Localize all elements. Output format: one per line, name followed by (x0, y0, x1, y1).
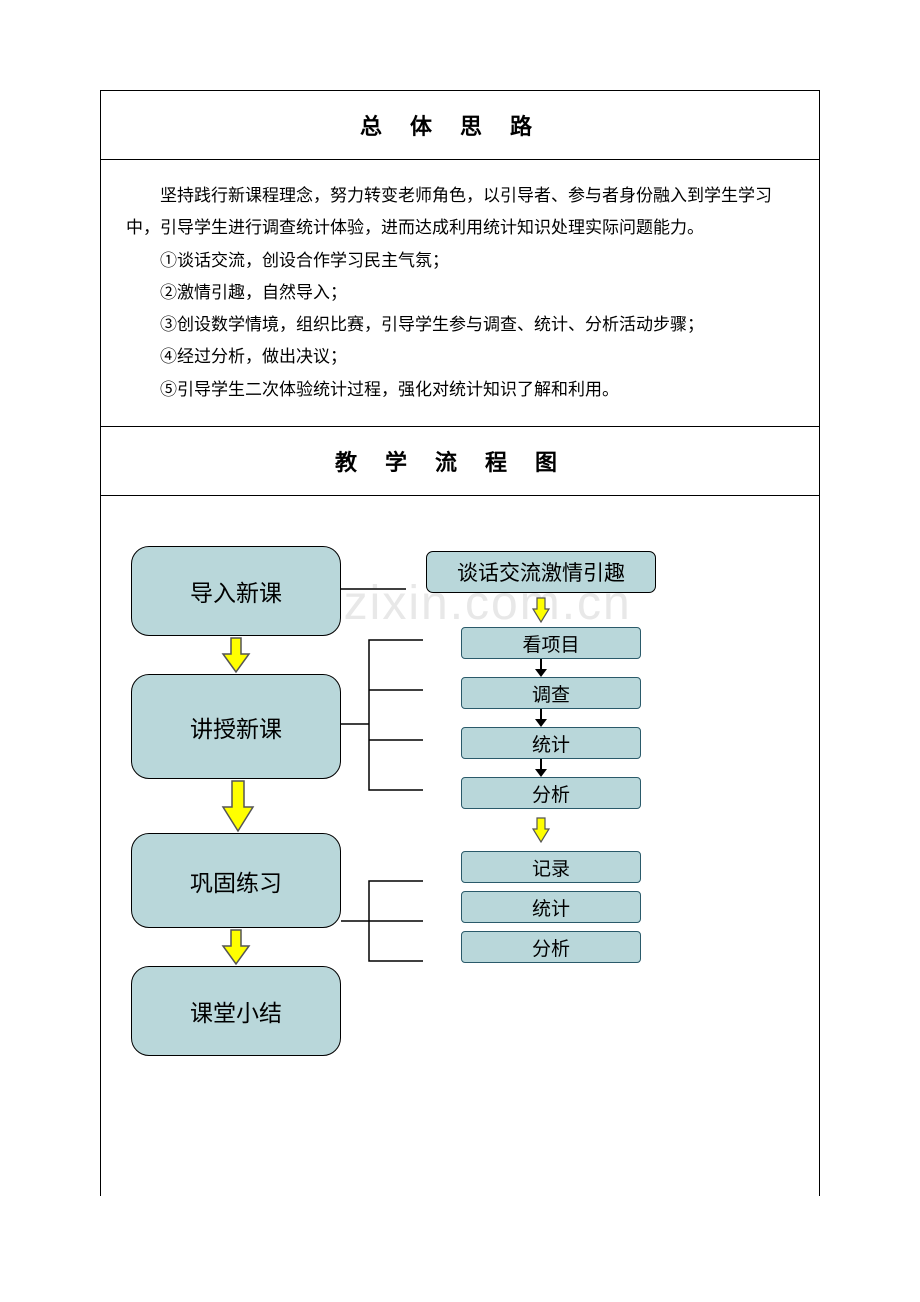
flow-box-teach: 讲授新课 (131, 674, 341, 779)
arrow-down-icon (221, 636, 251, 674)
flow-small-box: 看项目 (461, 627, 641, 659)
section-header-1: 总体思路 (101, 90, 819, 160)
section-title-1: 总体思路 (360, 114, 560, 139)
flow-left-column: 导入新课 讲授新课 巩固练习 课堂小结 (131, 546, 341, 1056)
section-header-2: 教学流程图 (101, 426, 819, 496)
flow-small-box: 统计 (461, 727, 641, 759)
intro-item-3: ③创设数学情境，组织比赛，引导学生参与调查、统计、分析活动步骤； (126, 309, 794, 341)
intro-item-5: ⑤引导学生二次体验统计过程，强化对统计知识了解和利用。 (126, 374, 794, 406)
connector-line (341, 571, 421, 601)
flow-box-practice: 巩固练习 (131, 833, 341, 928)
flowchart-area: www.zixin.com.cn 导入新课 讲授新课 巩固练习 课堂小结 (101, 496, 819, 1196)
arrow-down-icon (532, 817, 550, 843)
arrow-down-icon (531, 659, 551, 677)
arrow-down-icon (531, 759, 551, 777)
bracket-icon (341, 624, 426, 824)
bracket-icon (341, 866, 426, 986)
flow-right-column: 谈话交流激情引趣 看项目 调查 统计 分析 (401, 551, 681, 963)
page-container: 总体思路 坚持践行新课程理念，努力转变老师角色，以引导者、参与者身份融入到学生学… (100, 90, 820, 1196)
arrow-down-icon (221, 928, 251, 966)
intro-item-2: ②激情引趣，自然导入； (126, 277, 794, 309)
flow-small-box: 分析 (461, 777, 641, 809)
flow-small-box: 记录 (461, 851, 641, 883)
intro-block: 坚持践行新课程理念，努力转变老师角色，以引导者、参与者身份融入到学生学习中，引导… (101, 160, 819, 426)
intro-item-1: ①谈话交流，创设合作学习民主气氛； (126, 245, 794, 277)
flow-box-summary: 课堂小结 (131, 966, 341, 1056)
section-title-2: 教学流程图 (335, 450, 585, 475)
flow-box-talk: 谈话交流激情引趣 (426, 551, 656, 593)
flow-box-intro: 导入新课 (131, 546, 341, 636)
flow-small-box: 统计 (461, 891, 641, 923)
intro-paragraph: 坚持践行新课程理念，努力转变老师角色，以引导者、参与者身份融入到学生学习中，引导… (126, 180, 794, 245)
arrow-down-icon (532, 597, 550, 623)
flow-small-box: 调查 (461, 677, 641, 709)
flow-small-box: 分析 (461, 931, 641, 963)
arrow-down-icon (531, 709, 551, 727)
intro-item-4: ④经过分析，做出决议； (126, 341, 794, 373)
arrow-down-icon (221, 779, 251, 833)
